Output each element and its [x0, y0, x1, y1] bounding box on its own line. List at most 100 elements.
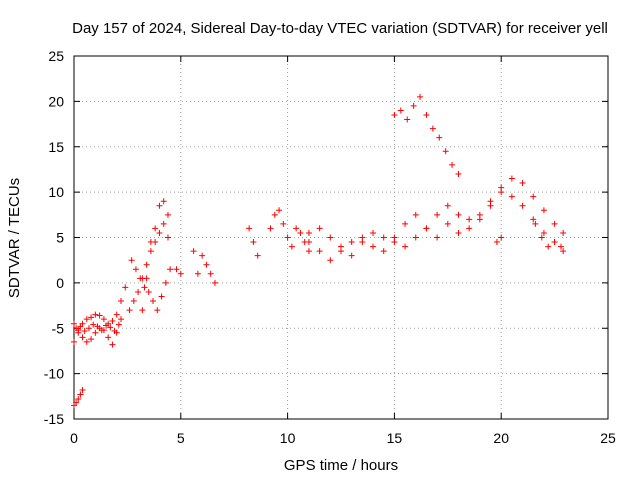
data-point — [359, 239, 366, 246]
data-point — [442, 148, 449, 155]
data-point — [284, 234, 291, 241]
data-point — [391, 111, 398, 118]
data-point — [397, 107, 404, 114]
data-marks — [71, 93, 567, 409]
y-tick-label: 0 — [56, 275, 64, 291]
data-point — [423, 225, 430, 232]
data-point — [147, 248, 154, 255]
data-point — [551, 239, 558, 246]
data-point — [111, 327, 118, 334]
y-tick-label: 20 — [48, 93, 64, 109]
series-upper-arc — [391, 93, 462, 177]
data-point — [402, 243, 409, 250]
data-point — [73, 399, 80, 406]
data-point — [327, 234, 334, 241]
data-point — [143, 261, 150, 268]
y-axis-label: SDTVAR / TECUs — [6, 178, 23, 298]
data-point — [444, 220, 451, 227]
data-point — [297, 229, 304, 236]
data-point — [305, 248, 312, 255]
data-point — [128, 257, 135, 264]
series-late-morning — [173, 248, 218, 286]
data-point — [126, 307, 133, 314]
data-point — [190, 248, 197, 255]
data-point — [150, 298, 157, 305]
series-morning-rise — [126, 220, 171, 314]
data-point — [338, 243, 344, 250]
data-point — [103, 322, 110, 329]
y-tick-label: -5 — [52, 320, 65, 336]
data-point — [449, 161, 456, 168]
data-point — [122, 284, 129, 291]
data-point — [152, 225, 159, 232]
data-point — [493, 239, 500, 246]
data-point — [519, 202, 526, 209]
data-point — [156, 229, 163, 236]
data-point — [466, 225, 473, 232]
data-point — [327, 257, 334, 264]
data-point — [305, 229, 312, 236]
data-point — [147, 239, 154, 246]
data-point — [130, 298, 137, 305]
data-point — [154, 307, 161, 314]
series-early-band-c — [73, 321, 122, 334]
y-tick-label: 25 — [48, 48, 64, 64]
data-point — [530, 216, 537, 223]
data-point — [540, 207, 547, 214]
data-point — [380, 248, 387, 255]
data-point — [173, 266, 180, 273]
data-point — [164, 211, 171, 218]
data-point — [92, 311, 99, 318]
data-point — [434, 211, 441, 218]
data-point — [113, 311, 120, 318]
data-point — [77, 323, 84, 330]
data-point — [90, 321, 97, 328]
data-point — [98, 327, 105, 334]
data-point — [498, 234, 505, 241]
data-point — [436, 134, 443, 141]
data-point — [71, 320, 77, 327]
data-point — [538, 234, 545, 241]
data-point — [316, 225, 323, 232]
x-tick-label: 10 — [280, 430, 296, 446]
x-axis-label: GPS time / hours — [284, 457, 398, 474]
series-morning-chain — [128, 257, 174, 314]
data-point — [246, 225, 253, 232]
data-point — [96, 312, 103, 319]
data-point — [109, 317, 116, 324]
data-point — [466, 216, 473, 223]
data-point — [348, 252, 355, 259]
data-point — [73, 325, 80, 332]
data-point — [498, 184, 505, 191]
data-point — [558, 243, 565, 250]
data-point — [560, 248, 567, 255]
x-tick-label: 20 — [493, 430, 509, 446]
y-tick-label: 15 — [48, 139, 64, 155]
data-point — [434, 234, 441, 241]
data-point — [370, 229, 377, 236]
y-tick-label: 5 — [56, 230, 64, 246]
data-point — [410, 102, 417, 109]
data-point — [412, 234, 419, 241]
data-point — [455, 229, 462, 236]
data-point — [540, 229, 547, 236]
series-early-low — [71, 386, 86, 409]
y-tick-label: 10 — [48, 184, 64, 200]
data-point — [293, 225, 300, 232]
data-point — [417, 93, 424, 100]
data-point — [404, 116, 411, 123]
data-point — [280, 220, 287, 227]
data-point — [79, 334, 86, 341]
data-point — [115, 321, 122, 328]
data-point — [79, 386, 86, 393]
data-point — [551, 220, 558, 227]
data-point — [380, 234, 387, 241]
data-point — [109, 341, 116, 348]
data-point — [145, 288, 152, 295]
data-point — [288, 243, 295, 250]
data-point — [132, 266, 139, 273]
data-point — [211, 279, 218, 286]
data-point — [199, 252, 206, 259]
data-point — [143, 275, 150, 282]
